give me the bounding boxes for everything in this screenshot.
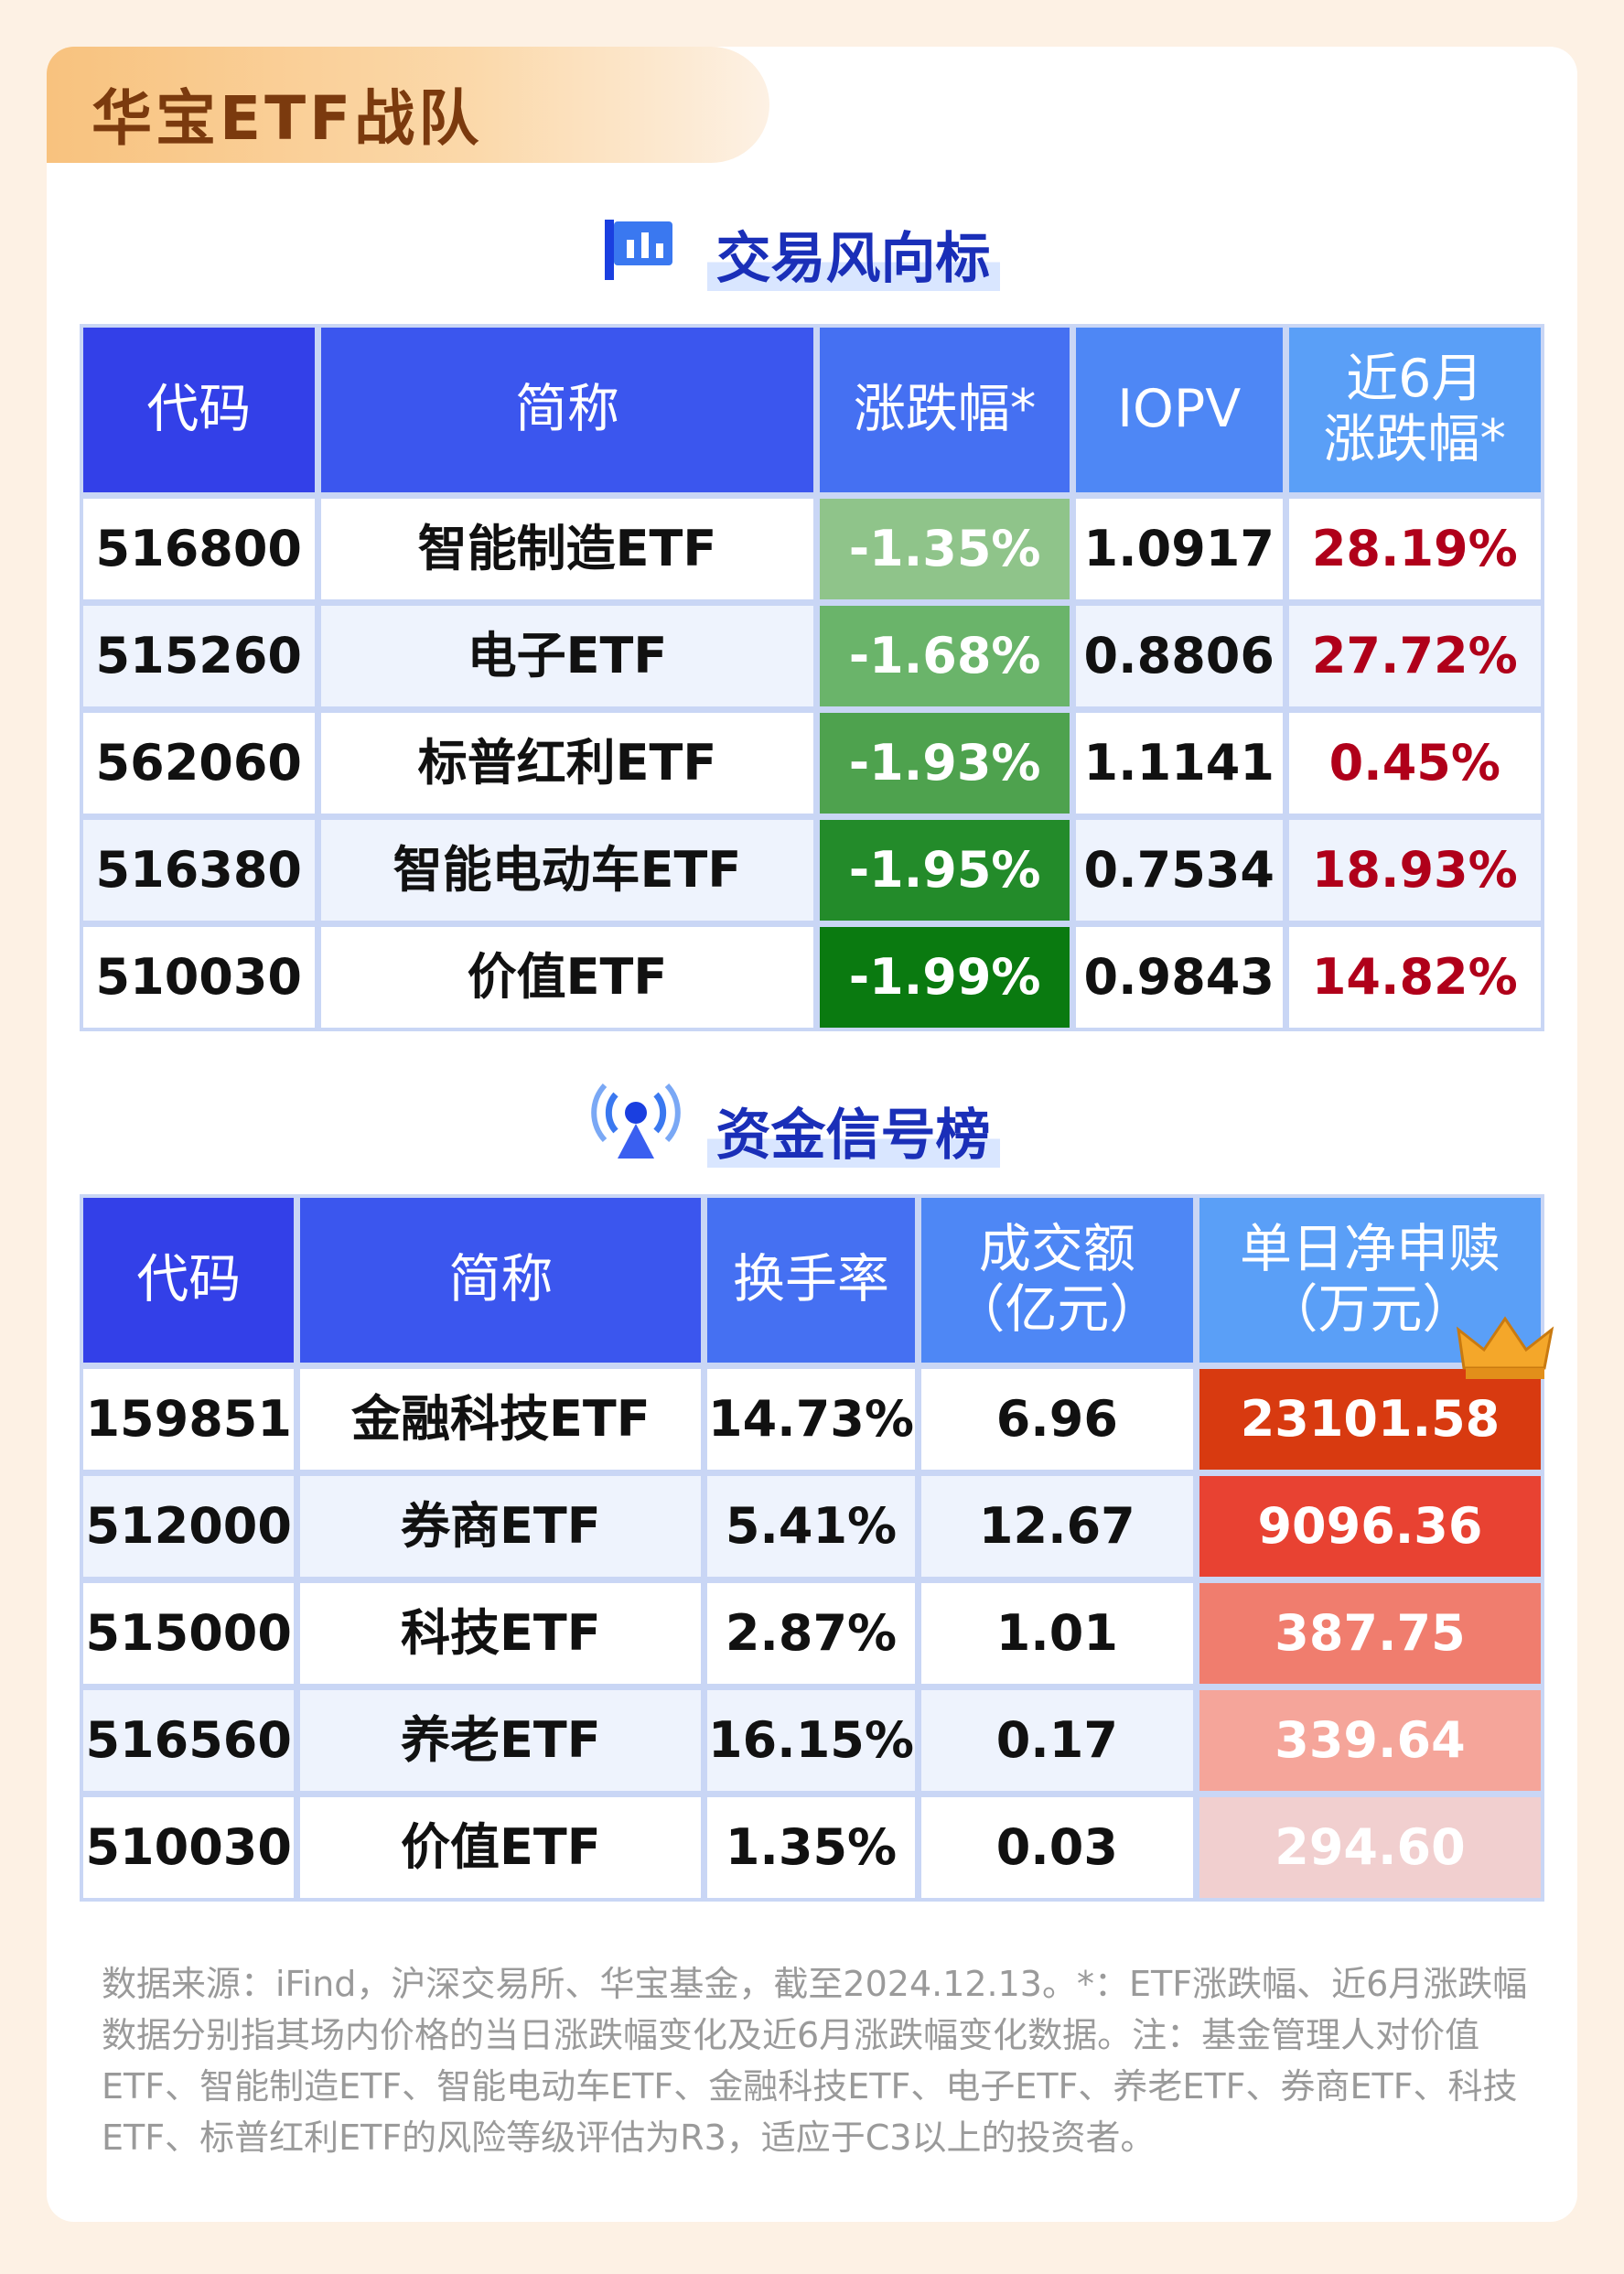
table-cell: 27.72% bbox=[1288, 606, 1541, 706]
table-cell: 电子ETF bbox=[320, 606, 814, 706]
table-cell: 1.1141 bbox=[1075, 713, 1283, 814]
table-cell: 0.9843 bbox=[1075, 927, 1283, 1028]
table-cell: 9096.36 bbox=[1199, 1476, 1541, 1577]
signal-icon bbox=[591, 1083, 681, 1159]
header-tab bbox=[47, 47, 769, 163]
table-cell: 16.15% bbox=[707, 1690, 915, 1791]
table-cell: 515000 bbox=[83, 1583, 295, 1684]
column-header: 换手率 bbox=[707, 1198, 915, 1363]
section-title-text: 交易风向标 bbox=[706, 227, 1000, 291]
table-cell: 516800 bbox=[83, 499, 315, 599]
crown-icon bbox=[1456, 1316, 1554, 1379]
column-header: IOPV bbox=[1075, 328, 1283, 492]
flag-icon bbox=[605, 220, 672, 280]
table-cell: 0.45% bbox=[1288, 713, 1541, 814]
table-cell: 1.35% bbox=[707, 1797, 915, 1898]
table-cell: 294.60 bbox=[1199, 1797, 1541, 1898]
table-cell: 0.7534 bbox=[1075, 820, 1283, 921]
table-cell: 28.19% bbox=[1288, 499, 1541, 599]
table-cell: -1.95% bbox=[820, 820, 1070, 921]
table-cell: 养老ETF bbox=[300, 1690, 702, 1791]
column-header: 简称 bbox=[300, 1198, 702, 1363]
column-header: 近6月 涨跌幅* bbox=[1288, 328, 1541, 492]
table-cell: 科技ETF bbox=[300, 1583, 702, 1684]
table-cell: 0.17 bbox=[920, 1690, 1193, 1791]
table-cell: 516560 bbox=[83, 1690, 295, 1791]
table-cell: 券商ETF bbox=[300, 1476, 702, 1577]
table-cell: 标普红利ETF bbox=[320, 713, 814, 814]
table-cell: 159851 bbox=[83, 1369, 295, 1470]
table-cell: 339.64 bbox=[1199, 1690, 1541, 1791]
table-cell: 1.01 bbox=[920, 1583, 1193, 1684]
table-cell: -1.93% bbox=[820, 713, 1070, 814]
footnote: 数据来源：iFind，沪深交易所、华宝基金，截至2024.12.13。*：ETF… bbox=[102, 1964, 1528, 2158]
table-cell: 510030 bbox=[83, 1797, 295, 1898]
table-cell: 516380 bbox=[83, 820, 315, 921]
table-cell: -1.99% bbox=[820, 927, 1070, 1028]
table-cell: 2.87% bbox=[707, 1583, 915, 1684]
section-title: 资金信号榜 bbox=[0, 1091, 1624, 1170]
column-header: 简称 bbox=[320, 328, 814, 492]
table-cell: 0.8806 bbox=[1075, 606, 1283, 706]
table-cell: 510030 bbox=[83, 927, 315, 1028]
section-title-text: 资金信号榜 bbox=[706, 1104, 1000, 1168]
table-cell: 1.0917 bbox=[1075, 499, 1283, 599]
table: 代码 简称 换手率 成交额 （亿元） 单日净申赎 （万元） 159851 金融科技ETF 14… bbox=[80, 1194, 1544, 1902]
table-cell: 512000 bbox=[83, 1476, 295, 1577]
table-cell: 12.67 bbox=[920, 1476, 1193, 1577]
table-cell: 515260 bbox=[83, 606, 315, 706]
table-cell: 14.82% bbox=[1288, 927, 1541, 1028]
table-cell: 387.75 bbox=[1199, 1583, 1541, 1684]
table-cell: 6.96 bbox=[920, 1369, 1193, 1470]
section-title: 交易风向标 bbox=[0, 214, 1624, 294]
table-cell: 金融科技ETF bbox=[300, 1369, 702, 1470]
column-header: 成交额 （亿元） bbox=[920, 1198, 1193, 1363]
column-header: 单日净申赎 （万元） bbox=[1199, 1198, 1541, 1363]
table-cell: 562060 bbox=[83, 713, 315, 814]
table-cell: 价值ETF bbox=[300, 1797, 702, 1898]
table-cell: 23101.58 bbox=[1199, 1369, 1541, 1470]
column-header: 代码 bbox=[83, 1198, 295, 1363]
table-cell: -1.35% bbox=[820, 499, 1070, 599]
column-header: 涨跌幅* bbox=[820, 328, 1070, 492]
table-cell: 18.93% bbox=[1288, 820, 1541, 921]
table-cell: 0.03 bbox=[920, 1797, 1193, 1898]
table-cell: 智能电动车ETF bbox=[320, 820, 814, 921]
table-cell: 价值ETF bbox=[320, 927, 814, 1028]
table: 代码 简称 涨跌幅* IOPV 近6月 涨跌幅* 516800 智能制造ETF -1.35% 1… bbox=[80, 324, 1544, 1031]
table-cell: 智能制造ETF bbox=[320, 499, 814, 599]
table-cell: -1.68% bbox=[820, 606, 1070, 706]
column-header: 代码 bbox=[83, 328, 315, 492]
header-title: 华宝ETF战队 bbox=[91, 83, 483, 154]
table-cell: 5.41% bbox=[707, 1476, 915, 1577]
table-cell: 14.73% bbox=[707, 1369, 915, 1470]
